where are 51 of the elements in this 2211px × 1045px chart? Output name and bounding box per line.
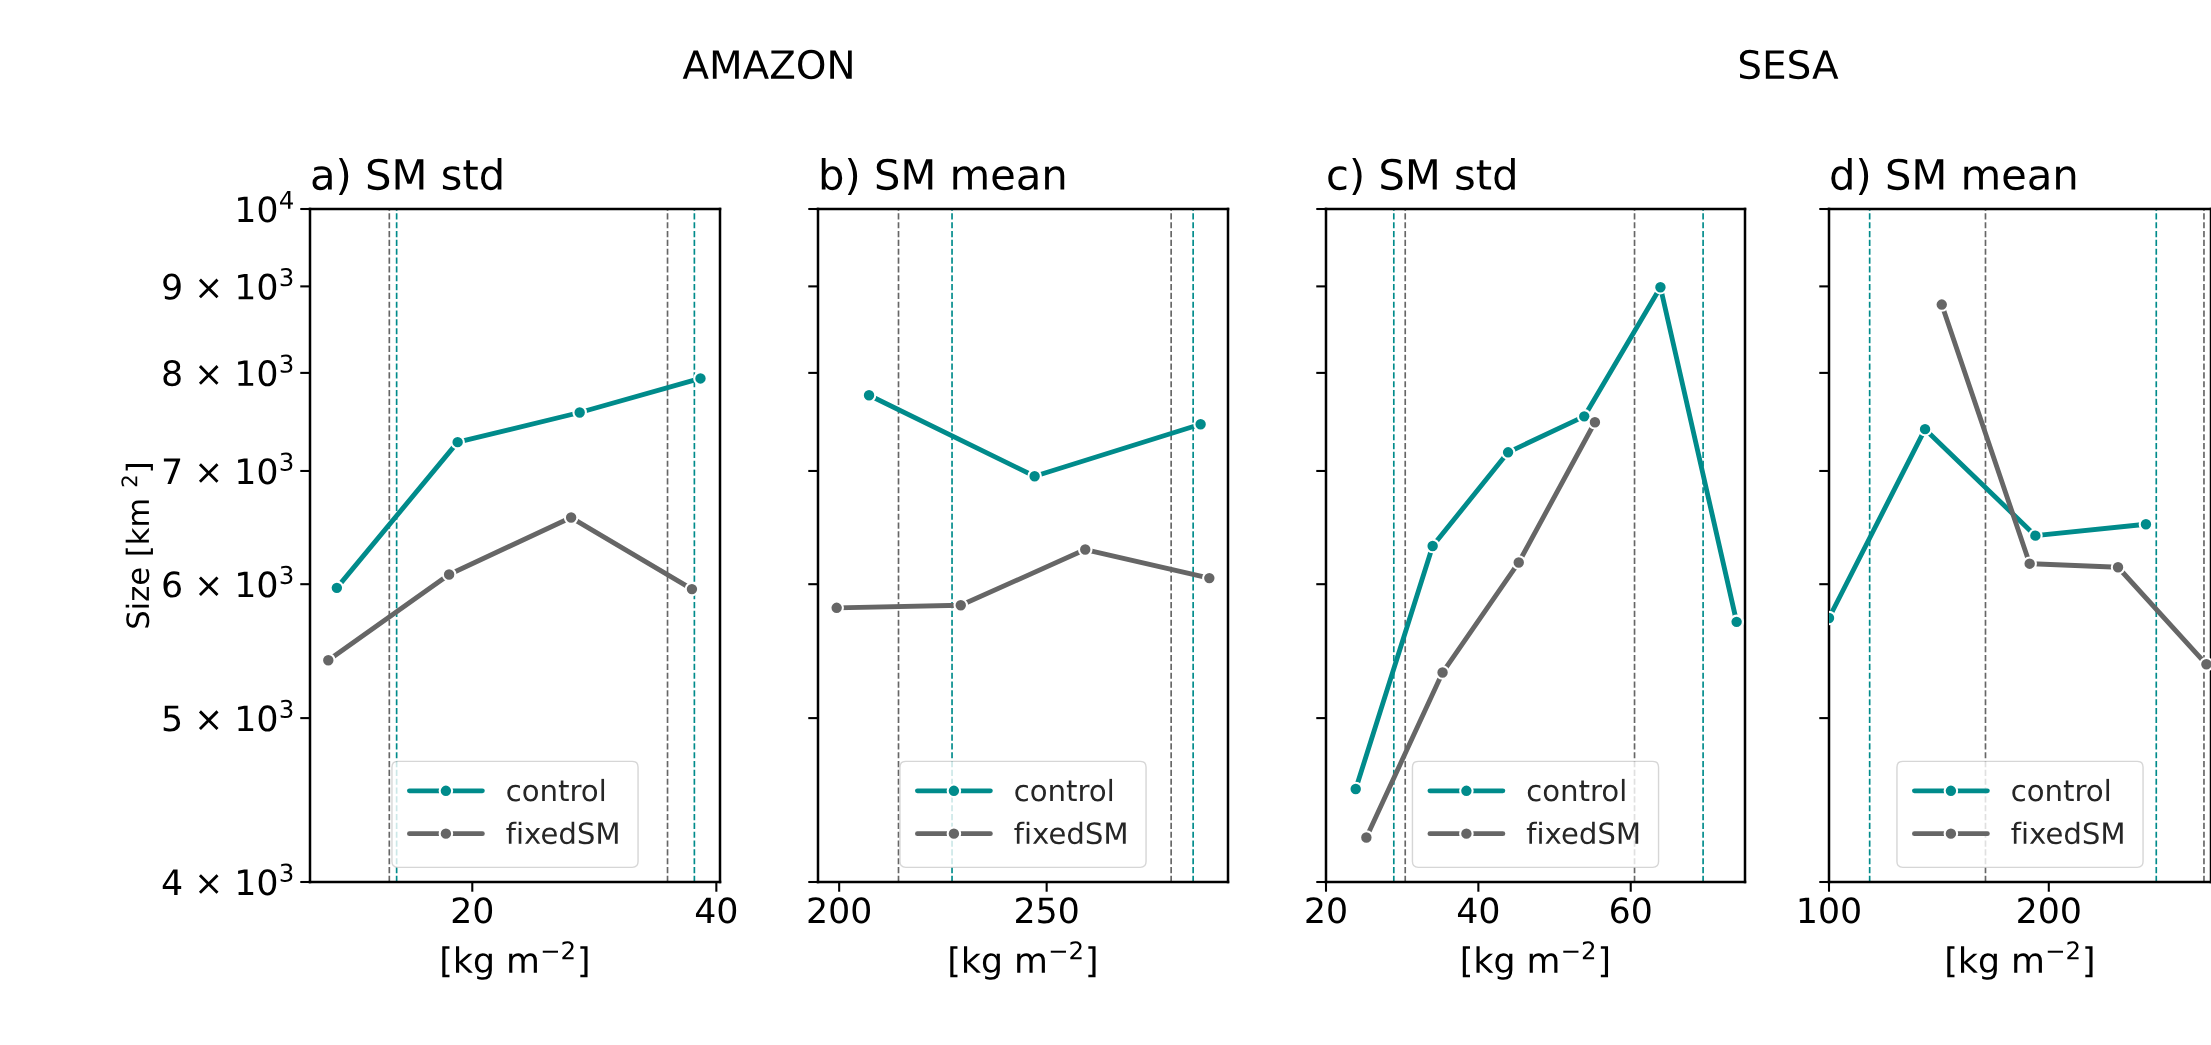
y-tick-label: 8 × 10$^{3}$ xyxy=(163,354,293,387)
point xyxy=(1425,538,1440,554)
x-axis-title: [kg m$^{−2}$] xyxy=(950,941,1096,980)
chart-title: c) SM std xyxy=(1328,157,1515,196)
y-tick-label: 6 × 10$^{3}$ xyxy=(163,565,293,598)
point xyxy=(563,510,579,525)
point xyxy=(2022,556,2037,571)
legend-label: fixedSM xyxy=(2011,821,2123,845)
chart-title: a) SM std xyxy=(312,157,502,196)
point xyxy=(693,371,708,386)
x-tick-label: 20 xyxy=(1306,897,1346,924)
legend-label: fixedSM xyxy=(1526,821,1639,845)
y-tick-label: 9 × 10$^{3}$ xyxy=(163,267,293,300)
legend-label: control xyxy=(2012,778,2110,802)
x-tick-label: 60 xyxy=(1611,897,1651,924)
x-tick-label: 100 xyxy=(1799,897,1860,924)
chart-title: b) SM mean xyxy=(821,157,1065,196)
point xyxy=(1359,830,1374,845)
point xyxy=(441,567,457,582)
legend-label: control xyxy=(1527,778,1625,802)
legend-label: control xyxy=(507,778,605,802)
x-axis-title: [kg m$^{−2}$] xyxy=(1462,941,1609,980)
x-tick-label: 250 xyxy=(1016,897,1078,924)
text: SESA xyxy=(1739,49,1839,80)
y-tick-label: 10$^{4}$ xyxy=(238,190,293,223)
point xyxy=(572,405,587,420)
point xyxy=(1435,665,1450,680)
point xyxy=(1576,409,1592,424)
x-tick-label: 40 xyxy=(1457,897,1499,924)
point xyxy=(2028,528,2043,543)
legend-label: fixedSM xyxy=(1014,821,1126,845)
x-tick-label: 20 xyxy=(452,897,493,924)
x-axis-title: [kg m$^{−2}$] xyxy=(1947,941,2093,980)
point xyxy=(1077,542,1093,557)
x-tick-label: 40 xyxy=(695,897,737,924)
x-axis-title: [kg m$^{−2}$] xyxy=(442,941,588,980)
y-tick-label: 7 × 10$^{3}$ xyxy=(163,452,293,485)
text: AMAZON xyxy=(682,49,852,80)
point xyxy=(953,598,969,613)
legend-label: fixedSM xyxy=(506,821,618,845)
point xyxy=(684,581,700,597)
point xyxy=(1500,445,1516,460)
chart-title: d) SM mean xyxy=(1831,157,2076,196)
y-tick-label: 5 × 10$^{3}$ xyxy=(163,699,293,732)
point xyxy=(321,652,336,668)
x-tick-label: 200 xyxy=(808,897,870,924)
x-tick-label: 200 xyxy=(2018,897,2080,924)
point xyxy=(1348,781,1363,797)
y-axis-title: Size [km $^{2}$] xyxy=(121,464,153,628)
legend-label: control xyxy=(1015,778,1113,802)
y-tick-label: 4 × 10$^{3}$ xyxy=(162,863,293,896)
